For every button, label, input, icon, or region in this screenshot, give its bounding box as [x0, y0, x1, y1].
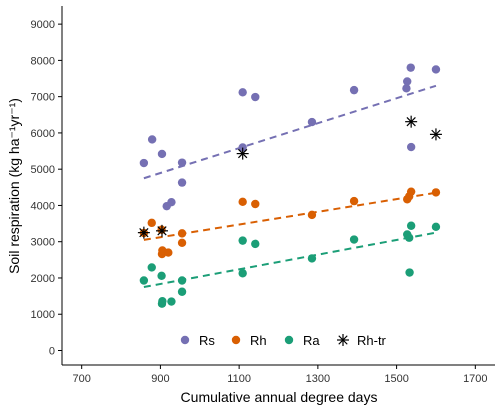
point-ra [238, 236, 247, 245]
point-rs [238, 88, 247, 97]
point-rs [431, 65, 441, 74]
legend-label-rh-tr: Rh-tr [357, 333, 387, 348]
point-ra [139, 276, 149, 285]
y-axis-title: Soil respiration (kg ha⁻¹yr⁻¹) [6, 98, 22, 274]
trend-line-rs [143, 84, 437, 180]
point-rs [167, 197, 176, 207]
legend-key-ra [284, 335, 294, 345]
point-rs [251, 92, 260, 102]
point-ra [177, 287, 187, 296]
point-ra [406, 221, 416, 230]
point-ra [431, 222, 441, 232]
point-ra [157, 271, 166, 280]
legend: Rs Rh Ra Rh-tr [180, 333, 387, 348]
legend-label-ra: Ra [303, 333, 320, 348]
x-axis-title: Cumulative annual degree days [181, 389, 378, 405]
x-tick-label: 1300 [306, 373, 330, 385]
data-points [137, 63, 442, 308]
point-rh [177, 238, 187, 247]
y-tick-label: 8000 [31, 55, 55, 67]
point-rh-tr [236, 147, 249, 160]
point-rs [177, 158, 187, 167]
x-tick-label: 1700 [463, 373, 487, 385]
y-tick-label: 1000 [31, 309, 55, 321]
x-ticks: 700 900 1100 1300 1500 1700 [73, 365, 488, 385]
y-tick-label: 0 [49, 345, 55, 357]
trend-line-rh [143, 191, 437, 241]
point-rs [139, 158, 149, 168]
point-rh [238, 197, 247, 207]
point-rs [402, 84, 411, 93]
legend-key-rh [231, 335, 241, 345]
trend-line-ra [143, 231, 437, 289]
legend-label-rs: Rs [199, 333, 215, 348]
point-rh [431, 188, 441, 197]
point-rh-tr [155, 224, 168, 237]
point-ra [158, 296, 167, 306]
point-ra [238, 269, 247, 278]
point-rh-tr [429, 128, 442, 141]
point-rh [349, 196, 359, 206]
point-rs [147, 135, 157, 144]
y-tick-label: 6000 [31, 128, 55, 140]
point-rs [403, 77, 412, 86]
point-rh [177, 229, 187, 238]
point-rs [406, 63, 415, 72]
y-tick-label: 2000 [31, 273, 55, 285]
point-ra [177, 276, 187, 285]
point-rh-tr [405, 115, 418, 128]
point-rh [147, 218, 156, 228]
legend-key-rs [180, 335, 190, 345]
x-tick-label: 1100 [227, 373, 251, 385]
y-tick-label: 3000 [31, 237, 55, 249]
point-rs [307, 117, 317, 127]
point-rs [177, 178, 187, 187]
point-ra [405, 268, 414, 277]
point-rs [406, 142, 416, 152]
trend-lines [143, 84, 437, 289]
x-tick-label: 1500 [384, 373, 408, 385]
point-rh [164, 248, 173, 257]
point-ra [307, 254, 317, 263]
x-tick-label: 700 [73, 373, 91, 385]
point-ra [349, 235, 359, 244]
point-ra [404, 233, 414, 242]
point-ra [167, 297, 176, 306]
point-rs [238, 143, 247, 152]
y-tick-label: 7000 [31, 92, 55, 104]
y-ticks: 0 1000 2000 3000 4000 5000 6000 7000 8000 9000 [31, 19, 62, 357]
y-tick-label: 9000 [31, 19, 55, 31]
point-rh [406, 187, 416, 196]
point-rh [251, 199, 260, 209]
axes-frame [61, 6, 495, 366]
point-rh-tr [137, 226, 150, 239]
x-tick-label: 900 [151, 373, 169, 385]
point-ra [251, 239, 260, 249]
legend-key-rh-tr [337, 334, 349, 346]
y-tick-label: 4000 [31, 200, 55, 212]
y-tick-label: 5000 [31, 164, 55, 176]
point-rs [157, 149, 167, 159]
point-ra [147, 263, 156, 272]
legend-label-rh: Rh [250, 333, 267, 348]
point-rs [349, 85, 359, 95]
point-rh [307, 210, 317, 220]
